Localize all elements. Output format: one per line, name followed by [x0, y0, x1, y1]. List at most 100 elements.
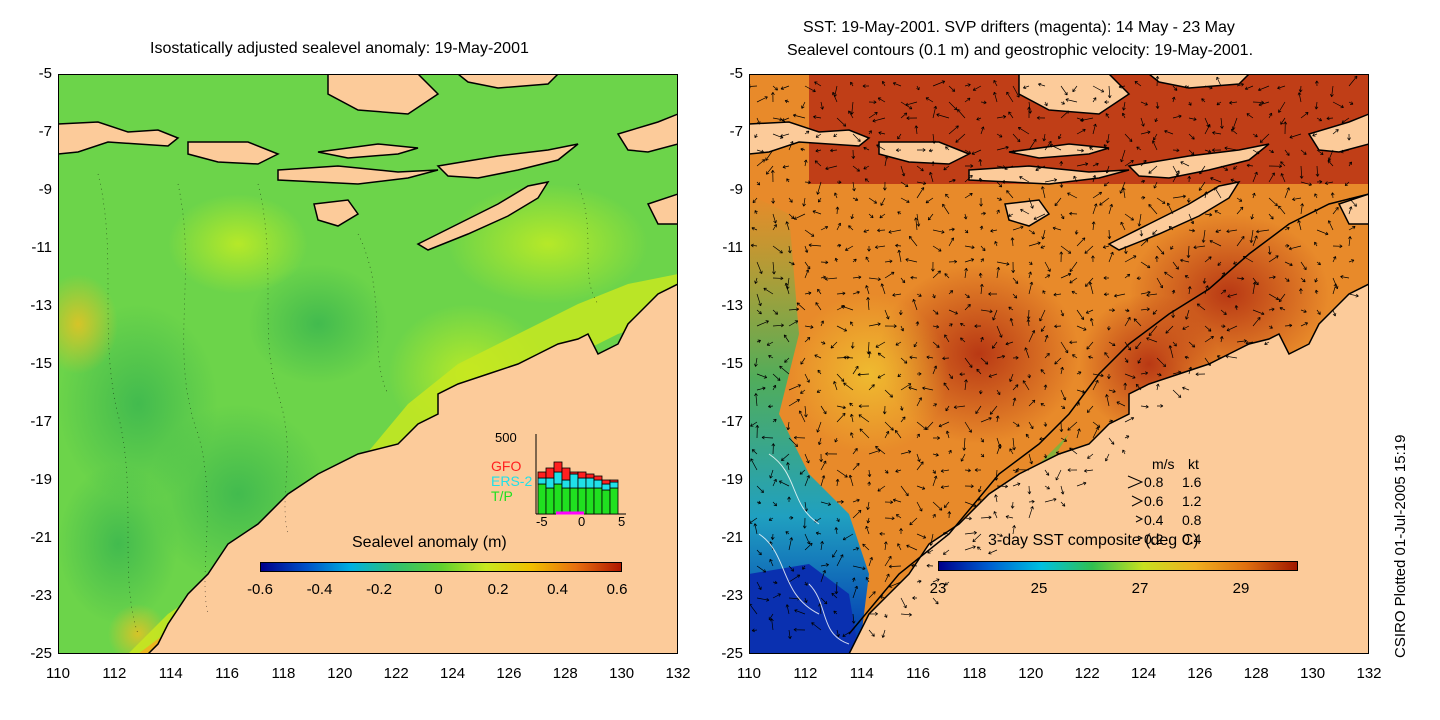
velocity-arrow	[945, 430, 950, 439]
velocity-arrow	[753, 523, 758, 535]
velocity-arrow	[1076, 128, 1086, 135]
left-australia-land	[146, 283, 678, 654]
velocity-arrow	[1039, 437, 1046, 441]
velocity-arrow	[1012, 384, 1019, 391]
left-lat-tick: -5	[38, 65, 52, 82]
velocity-arrow	[1168, 226, 1174, 231]
velocity-arrow	[788, 261, 795, 266]
velocity-arrow	[1204, 285, 1209, 295]
velocity-arrow	[1044, 140, 1052, 151]
left-lon-tick: 118	[271, 665, 296, 682]
velocity-arrow	[1028, 271, 1032, 279]
velocity-arrow	[819, 453, 823, 463]
velocity-arrow	[1188, 149, 1195, 156]
velocity-arrow	[910, 275, 918, 280]
velocity-arrow	[993, 91, 998, 103]
velocity-arrow	[1028, 421, 1034, 430]
velocity-arrow	[1249, 229, 1254, 243]
velocity-legend: m/s kt 0.8 1.6 0.6 1.2 0.4 0.8 0.2 0.4	[1126, 456, 1246, 566]
velocity-arrow	[906, 544, 918, 551]
velocity-arrow	[1076, 148, 1084, 153]
velocity-arrow	[1220, 289, 1227, 295]
velocity-arrow	[836, 291, 846, 296]
velocity-arrow	[811, 622, 822, 631]
velocity-arrow	[1044, 485, 1050, 490]
velocity-arrow	[1233, 261, 1238, 265]
velocity-arrow	[815, 133, 822, 138]
velocity-arrow	[1076, 371, 1082, 375]
velocity-arrow	[814, 81, 822, 87]
sealevel-anomaly-map[interactable]	[58, 74, 678, 654]
velocity-arrow	[1039, 309, 1046, 322]
velocity-arrow	[852, 547, 860, 551]
velocity-arrow	[754, 393, 758, 407]
velocity-arrow	[957, 109, 966, 119]
velocity-arrow	[852, 197, 859, 201]
velocity-arrow	[980, 211, 986, 216]
velocity-arrow	[868, 100, 877, 105]
velocity-arrow	[772, 85, 778, 91]
velocity-arrow	[1076, 325, 1087, 331]
velocity-arrow	[916, 453, 921, 463]
velocity-arrow	[804, 453, 810, 464]
velocity-arrow	[788, 437, 798, 447]
velocity-arrow	[852, 565, 866, 571]
velocity-arrow	[820, 501, 832, 506]
velocity-arrow	[1012, 525, 1016, 535]
velocity-arrow	[1104, 352, 1110, 359]
velocity-arrow	[1268, 255, 1279, 263]
velocity-arrow	[868, 197, 878, 204]
velocity-arrow	[877, 485, 886, 492]
velocity-arrow	[815, 531, 822, 536]
velocity-arrow	[763, 287, 774, 295]
velocity-arrow	[868, 130, 872, 135]
velocity-arrow	[1326, 116, 1334, 121]
velocity-arrow	[972, 85, 982, 91]
velocity-arrow	[1300, 203, 1304, 215]
velocity-arrow	[825, 165, 838, 171]
velocity-arrow	[962, 437, 967, 451]
velocity-arrow	[1009, 373, 1014, 382]
velocity-arrow	[883, 181, 887, 191]
velocity-arrow	[1136, 146, 1142, 151]
velocity-arrow	[1172, 114, 1182, 119]
velocity-arrow	[1340, 275, 1350, 279]
velocity-arrow	[964, 245, 975, 250]
velocity-arrow	[1172, 170, 1180, 183]
velocity-arrow	[756, 581, 762, 590]
velocity-arrow	[1134, 81, 1142, 87]
velocity-arrow	[932, 293, 936, 299]
velocity-arrow	[756, 386, 766, 391]
velocity-arrow	[1103, 181, 1110, 187]
right-lon-tick: 122	[1074, 665, 1100, 682]
velocity-arrow	[1332, 283, 1338, 295]
velocity-arrow	[964, 97, 971, 103]
sst-map[interactable]	[749, 74, 1369, 654]
velocity-arrow	[1316, 149, 1324, 155]
velocity-arrow	[836, 412, 846, 423]
velocity-arrow	[820, 569, 827, 583]
velocity-arrow	[932, 133, 936, 144]
velocity-arrow	[884, 389, 893, 398]
velocity-arrow	[1044, 101, 1048, 107]
velocity-arrow	[850, 101, 854, 115]
velocity-arrow	[1067, 192, 1078, 199]
velocity-arrow	[884, 271, 895, 279]
velocity-arrow	[1300, 309, 1307, 313]
velocity-arrow	[766, 341, 774, 346]
velocity-arrow	[1204, 149, 1212, 154]
velocity-arrow	[932, 453, 939, 457]
velocity-arrow	[1122, 449, 1126, 455]
velocity-arrow	[927, 213, 934, 221]
velocity-arrow	[1028, 453, 1033, 465]
velocity-arrow	[1300, 277, 1306, 283]
velocity-arrow	[785, 221, 790, 231]
velocity-arrow	[1121, 187, 1126, 199]
velocity-arrow	[1069, 447, 1078, 455]
right-lon-tick: 126	[1187, 665, 1213, 682]
velocity-arrow	[1123, 382, 1128, 391]
velocity-arrow	[1300, 112, 1309, 119]
velocity-arrow	[1172, 194, 1186, 199]
velocity-arrow	[996, 354, 1006, 359]
velocity-arrow	[1010, 237, 1015, 247]
